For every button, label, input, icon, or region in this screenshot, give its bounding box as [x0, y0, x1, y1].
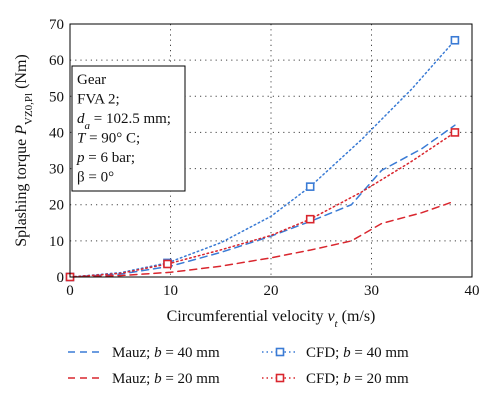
legend-entry-mauz-b-40-mm: Mauz; b = 40 mm [68, 345, 220, 361]
info-box-frame [71, 65, 186, 192]
legend-marker [275, 373, 285, 383]
plot-frame [69, 23, 473, 278]
series-mauz-b-20-mm [69, 200, 456, 278]
legend-label: Mauz; b = 40 mm [112, 345, 220, 361]
y-tick-label: 20 [49, 198, 64, 214]
legend-entry-mauz-b-20-mm: Mauz; b = 20 mm [68, 371, 220, 387]
x-tick-label: 30 [364, 283, 379, 299]
info-line: β = 0° [77, 170, 114, 186]
x-tick-label: 10 [163, 283, 178, 299]
y-tick-label: 40 [49, 125, 64, 141]
info-line: FVA 2; [77, 92, 120, 108]
data-point-cfd-b-40-mm [305, 182, 315, 191]
series-mauz-b-40-mm [69, 124, 456, 278]
legend-entry-cfd-b-40-mm: CFD; b = 40 mm [262, 345, 409, 361]
info-line: Gear [77, 72, 106, 88]
series-line-mauz-b-20-mm [69, 200, 456, 278]
legend-marker [275, 347, 285, 357]
x-tick-label: 20 [264, 283, 279, 299]
x-tick-label: 0 [66, 283, 74, 299]
data-point-cfd-b-20-mm [450, 128, 460, 137]
x-tick-label: 40 [465, 283, 480, 299]
ticks: 0 10 20 30 40 0 10 20 30 40 50 60 70 [49, 17, 480, 299]
x-axis-label: Circumferential velocity vt (m/s) [167, 308, 376, 330]
legend-label: CFD; b = 20 mm [306, 371, 409, 387]
data-point-cfd-b-20-mm [305, 214, 315, 224]
info-line: p = 6 bar; [76, 150, 135, 166]
data-point-cfd-b-20-mm [163, 259, 172, 269]
y-tick-label: 50 [49, 89, 64, 105]
series-line-cfd-b-40-mm [69, 39, 456, 278]
y-tick-label: 70 [49, 17, 64, 33]
legend-label: CFD; b = 40 mm [306, 345, 409, 361]
y-tick-label: 60 [49, 53, 64, 69]
legend-label: Mauz; b = 20 mm [112, 371, 220, 387]
info-line: da = 102.5 mm; [77, 111, 171, 132]
series-line-mauz-b-40-mm [69, 124, 456, 278]
y-axis-label: Splashing torque PVZ0,Pl (Nm) [13, 54, 35, 247]
y-tick-label: 10 [49, 234, 64, 250]
data-point-cfd-b-40-mm [450, 35, 460, 45]
legend: Mauz; b = 40 mm CFD; b = 40 mm Mauz; b = 2… [68, 345, 409, 387]
info-line: T = 90° C; [77, 131, 140, 147]
y-tick-label: 0 [57, 270, 65, 286]
info-box: Gear FVA 2; da = 102.5 mm;T = 90° C; p = 6 … [71, 65, 186, 192]
y-tick-label: 30 [49, 162, 64, 178]
legend-entry-cfd-b-20-mm: CFD; b = 20 mm [262, 371, 409, 387]
